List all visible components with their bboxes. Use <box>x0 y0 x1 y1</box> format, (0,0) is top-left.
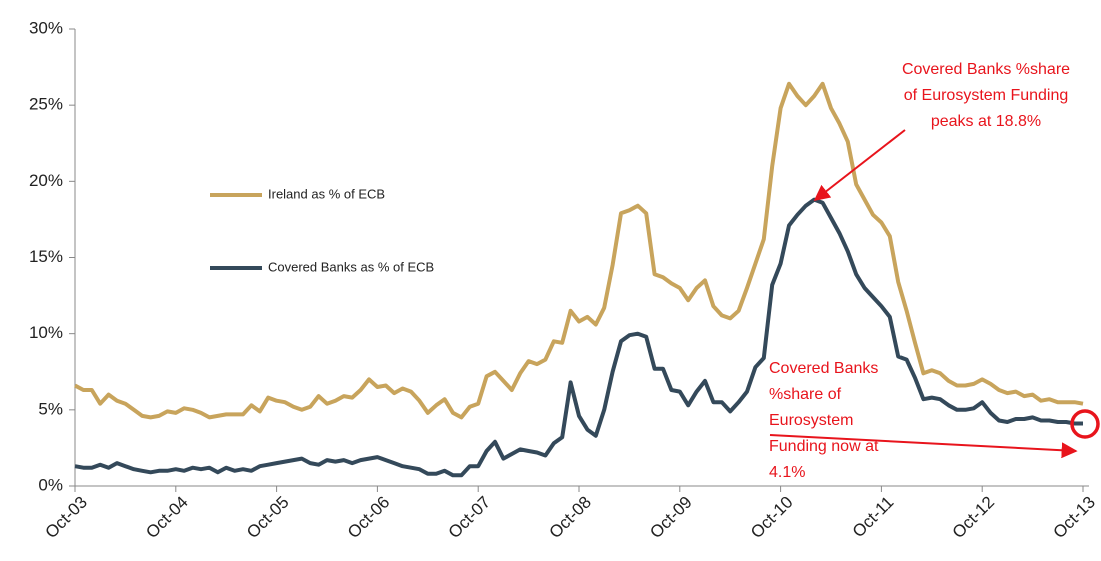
annotation-text: Eurosystem <box>769 412 853 429</box>
x-tick-label: Oct-05 <box>243 493 293 543</box>
x-tick-label: Oct-11 <box>849 493 898 542</box>
annotation-text: Funding now at <box>769 438 879 455</box>
series-line <box>74 197 1083 478</box>
x-tick-label: Oct-03 <box>41 493 91 543</box>
x-tick-label: Oct-06 <box>344 493 394 543</box>
y-tick-label: 10% <box>29 323 63 342</box>
x-tick-label: Oct-12 <box>949 493 999 543</box>
highlight-circle <box>1070 409 1100 439</box>
x-tick-label: Oct-13 <box>1049 493 1099 543</box>
x-tick-label: Oct-04 <box>142 493 192 543</box>
legend-label: Ireland as % of ECB <box>268 186 385 201</box>
annotation-arrow <box>769 434 1078 459</box>
y-tick-label: 25% <box>29 95 63 114</box>
y-tick-label: 30% <box>29 18 63 37</box>
y-tick-label: 15% <box>29 247 63 266</box>
annotation-text: Covered Banks %share <box>902 61 1070 78</box>
y-tick-label: 0% <box>38 475 63 494</box>
annotation-text: peaks at 18.8% <box>931 113 1041 130</box>
series-line <box>74 81 1084 420</box>
x-tick-label: Oct-09 <box>646 493 696 543</box>
x-tick-label: Oct-10 <box>747 493 797 543</box>
y-tick-label: 20% <box>29 171 63 190</box>
annotation-text: Covered Banks <box>769 360 878 377</box>
y-tick-label: 5% <box>38 399 63 418</box>
annotation-text: 4.1% <box>769 464 805 481</box>
annotation-arrow <box>813 129 906 201</box>
x-tick-label: Oct-07 <box>445 493 495 543</box>
legend-label: Covered Banks as % of ECB <box>268 259 434 274</box>
annotation-text: %share of <box>769 386 842 403</box>
x-tick-label: Oct-08 <box>545 493 595 543</box>
annotation-text: of Eurosystem Funding <box>904 87 1069 104</box>
